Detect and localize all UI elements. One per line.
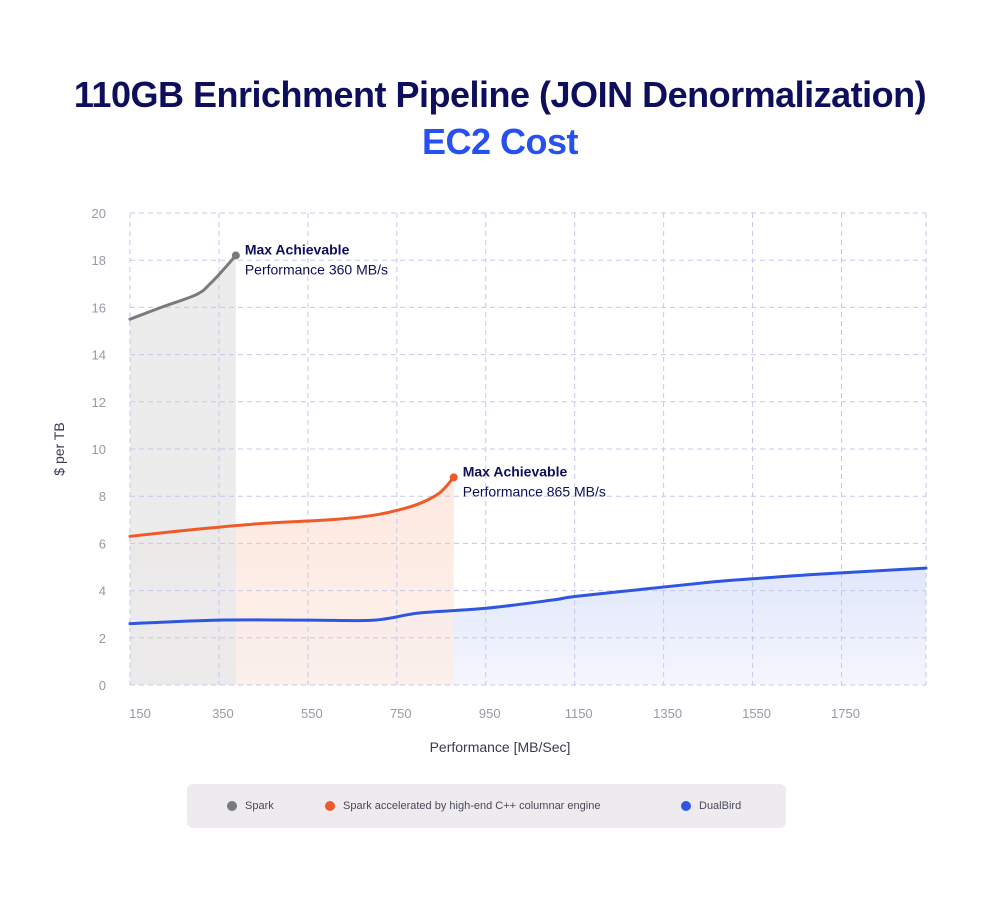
y-tick-label: 0 [99, 678, 106, 693]
x-tick-label: 950 [479, 706, 501, 721]
legend-item-spark-accelerated: Spark accelerated by high-end C++ column… [325, 784, 600, 828]
y-tick-label: 14 [92, 348, 106, 363]
series-endpoint-0 [231, 251, 240, 260]
series-line-1 [128, 475, 456, 538]
y-tick-label: 2 [99, 631, 106, 646]
legend-label: Spark [245, 800, 274, 812]
y-tick-label: 8 [99, 489, 106, 504]
x-axis-label: Performance [MB/Sec] [430, 739, 571, 755]
series-area-0 [130, 255, 236, 686]
series-line-0 [128, 253, 238, 321]
x-tick-label: 150 [129, 706, 151, 721]
y-tick-label: 16 [92, 300, 106, 315]
x-tick-label: 1550 [742, 706, 771, 721]
legend-swatch [325, 801, 335, 811]
y-tick-label: 10 [92, 442, 106, 457]
legend-item-spark: Spark [227, 784, 274, 828]
x-tick-label: 1750 [831, 706, 860, 721]
annotation-text: Performance 360 MB/s [245, 261, 388, 277]
annotation-title: Max Achievable [463, 463, 568, 479]
y-axis-label: $ per TB [51, 422, 67, 475]
legend-label: DualBird [699, 800, 742, 812]
y-tick-label: 12 [92, 395, 106, 410]
y-tick-label: 6 [99, 536, 106, 551]
legend-swatch [227, 801, 237, 811]
legend: Spark Spark accelerated by high-end C++ … [187, 784, 786, 828]
annotation-title: Max Achievable [245, 241, 350, 257]
annotation-text: Performance 865 MB/s [463, 483, 606, 499]
legend-item-dualbird: DualBird [681, 784, 741, 828]
x-tick-label: 750 [390, 706, 412, 721]
y-tick-label: 18 [92, 253, 106, 268]
series-line-2 [128, 566, 928, 626]
legend-label: Spark accelerated by high-end C++ column… [343, 800, 601, 812]
y-tick-label: 20 [92, 206, 106, 221]
y-tick-label: 4 [99, 584, 106, 599]
x-tick-label: 550 [301, 706, 323, 721]
chart-subtitle: EC2 Cost [421, 121, 579, 162]
legend-swatch [681, 801, 691, 811]
x-tick-label: 1150 [565, 706, 593, 721]
x-tick-label: 350 [212, 706, 234, 721]
x-tick-label: 1350 [653, 706, 682, 721]
chart-title: 110GB Enrichment Pipeline (JOIN Denormal… [73, 74, 927, 115]
series-endpoint-1 [449, 473, 458, 482]
